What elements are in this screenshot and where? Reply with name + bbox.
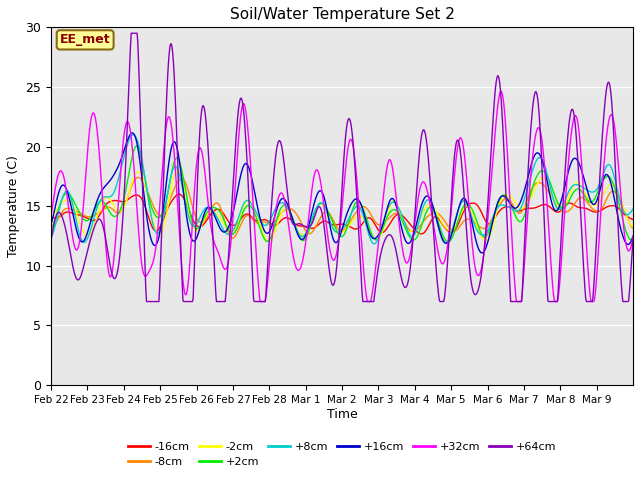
Legend: -16cm, -8cm, -2cm, +2cm, +8cm, +16cm, +32cm, +64cm: -16cm, -8cm, -2cm, +2cm, +8cm, +16cm, +3… (124, 437, 561, 471)
Title: Soil/Water Temperature Set 2: Soil/Water Temperature Set 2 (230, 7, 454, 22)
Y-axis label: Temperature (C): Temperature (C) (7, 155, 20, 257)
X-axis label: Time: Time (326, 408, 358, 420)
Text: EE_met: EE_met (60, 34, 111, 47)
